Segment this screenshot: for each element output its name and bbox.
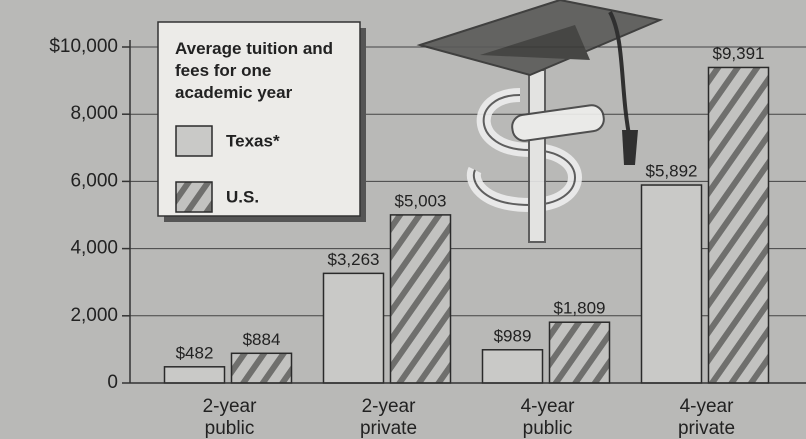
value-label: $482 bbox=[176, 343, 214, 362]
value-label: $5,003 bbox=[395, 191, 447, 210]
legend-swatch bbox=[176, 126, 212, 156]
bar bbox=[324, 273, 384, 383]
legend-title: Average tuition and fees for one academi… bbox=[175, 38, 350, 104]
bar bbox=[232, 353, 292, 383]
y-tick-label: 6,000 bbox=[70, 170, 118, 191]
value-label: $5,892 bbox=[646, 162, 698, 181]
bar bbox=[642, 185, 702, 383]
x-tick-label: 4-year private bbox=[672, 396, 742, 439]
page: 0 2,000 4,000 6,000 8,000 $10,000 $482 $884 $3,… bbox=[0, 0, 806, 439]
x-tick-label: 2-year public bbox=[195, 396, 265, 439]
chart: 0 2,000 4,000 6,000 8,000 $10,000 $482 $884 $3,… bbox=[0, 0, 806, 439]
value-label: $9,391 bbox=[713, 44, 765, 63]
value-label: $884 bbox=[243, 330, 281, 349]
bar bbox=[165, 367, 225, 383]
illustration bbox=[420, 0, 660, 242]
bar bbox=[709, 67, 769, 383]
bar bbox=[550, 322, 610, 383]
y-tick-label: 4,000 bbox=[70, 238, 118, 259]
value-label: $1,809 bbox=[554, 299, 606, 318]
legend-swatch bbox=[176, 182, 212, 212]
bar bbox=[483, 350, 543, 383]
value-label: $989 bbox=[494, 326, 532, 345]
value-label: $3,263 bbox=[328, 250, 380, 269]
y-tick-label: $10,000 bbox=[49, 36, 118, 57]
bar bbox=[391, 215, 451, 383]
legend-label: Texas* bbox=[226, 131, 280, 150]
legend-label: U.S. bbox=[226, 187, 259, 206]
y-tick-label: 0 bbox=[107, 372, 118, 393]
y-tick-label: 2,000 bbox=[70, 305, 118, 326]
x-tick-label: 4-year public bbox=[513, 396, 583, 439]
x-tick-label: 2-year private bbox=[354, 396, 424, 439]
y-tick-label: 8,000 bbox=[70, 103, 118, 124]
